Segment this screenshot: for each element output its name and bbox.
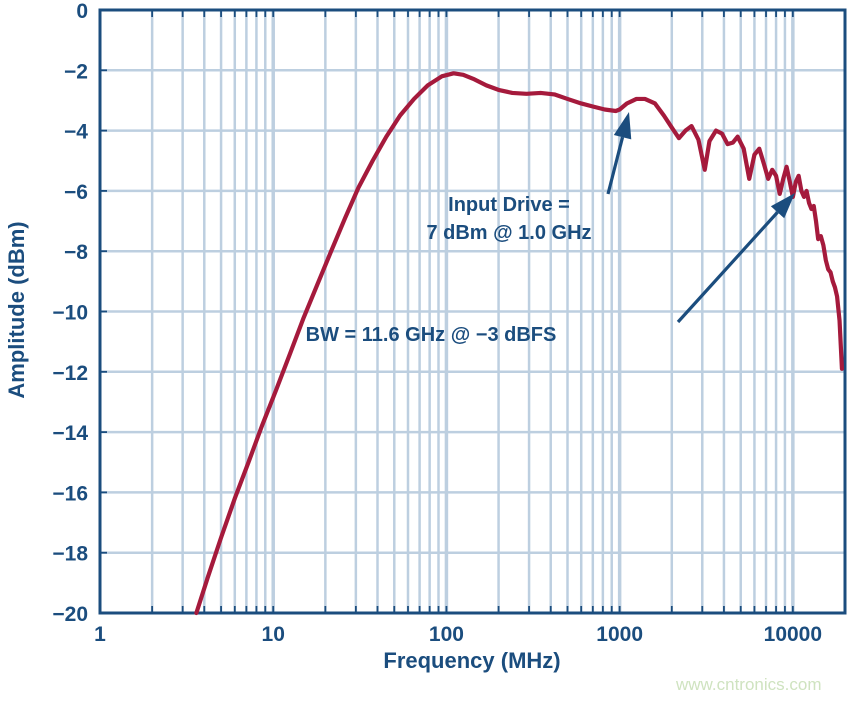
y-tick-label: −6 xyxy=(64,181,88,204)
y-tick-label: −18 xyxy=(52,543,88,566)
y-tick-label: −4 xyxy=(64,121,88,144)
x-tick-label: 100 xyxy=(429,623,464,646)
annotation-text-input-drive: 7 dBm @ 1.0 GHz xyxy=(426,222,591,244)
x-tick-label: 10 xyxy=(262,623,285,646)
y-tick-label: −2 xyxy=(64,60,88,83)
data-series-curve xyxy=(194,71,845,616)
plot-frame xyxy=(98,8,847,615)
y-tick-label: 0 xyxy=(76,0,88,23)
y-tick-label: −16 xyxy=(52,482,88,505)
annotation-text-bandwidth: BW = 11.6 GHz @ −3 dBFS xyxy=(306,324,557,346)
y-tick-label: −12 xyxy=(52,362,88,385)
y-tick-label: −10 xyxy=(52,302,88,325)
x-tick-label: 1 xyxy=(94,623,106,646)
x-tick-label: 10000 xyxy=(764,623,822,646)
annotation-text-input-drive: Input Drive = xyxy=(448,194,570,216)
x-tick-label: 1000 xyxy=(596,623,643,646)
gridlines xyxy=(100,10,845,613)
y-tick-label: −14 xyxy=(52,422,88,445)
y-tick-label: −20 xyxy=(52,603,88,626)
chart-annotations: Input Drive = 7 dBm @ 1.0 GHz BW = 11.6 GH… xyxy=(306,112,795,346)
watermark: www.cntronics.com xyxy=(675,675,821,694)
y-axis-tick-labels: 0 −2 −4 −6 −8 −10 −12 −14 −16 −18 −20 xyxy=(52,0,88,626)
x-axis-title: Frequency (MHz) xyxy=(383,648,560,673)
y-tick-label: −8 xyxy=(64,241,88,264)
y-axis-title: Amplitude (dBm) xyxy=(4,221,29,398)
x-axis-tick-labels: 1 10 100 1000 10000 xyxy=(94,623,822,646)
